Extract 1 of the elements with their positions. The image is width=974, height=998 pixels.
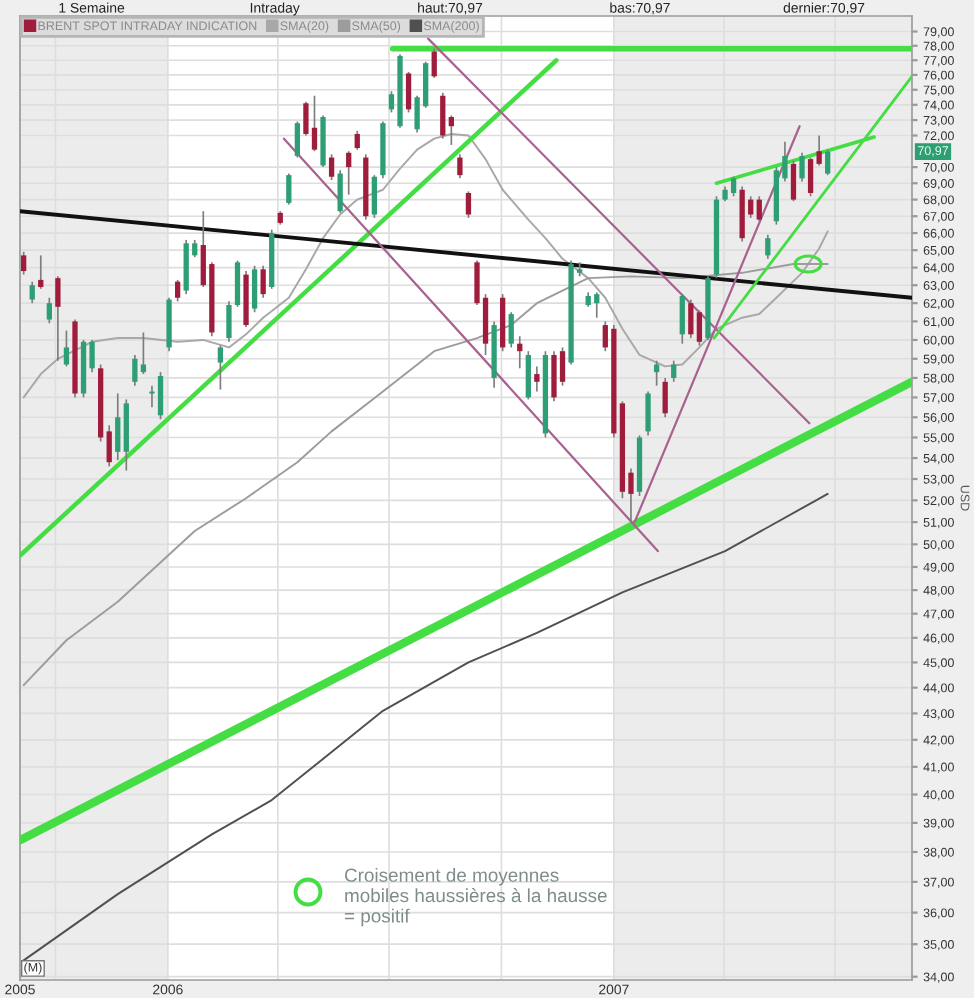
annotation: Croisement de moyennes mobiles haussières à la hausse = positif <box>344 868 607 927</box>
